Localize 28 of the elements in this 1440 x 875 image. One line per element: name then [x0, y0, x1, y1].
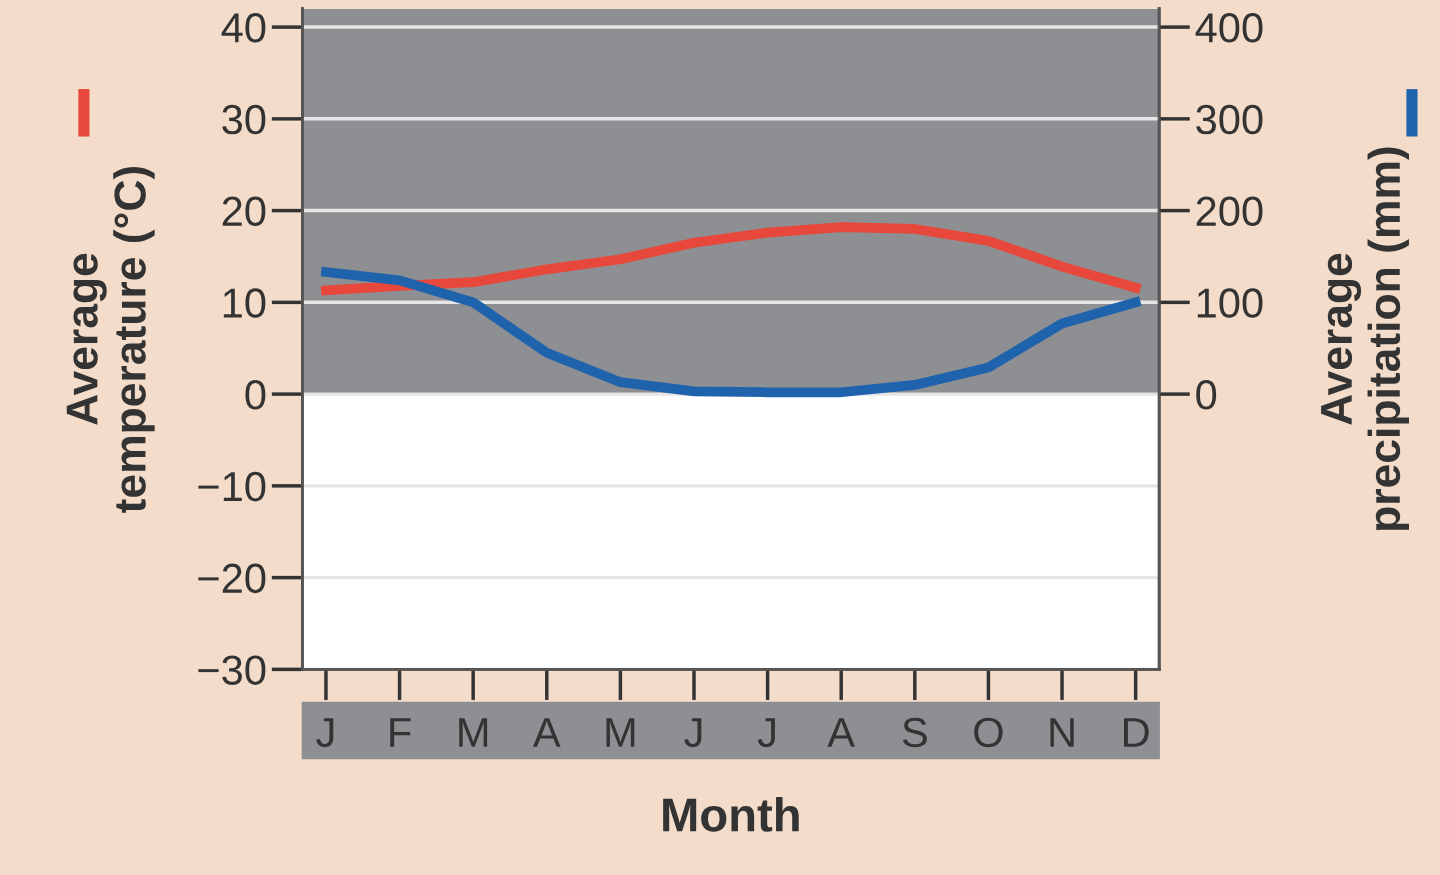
x-tick-label: F — [390, 718, 411, 747]
x-tick-label: J — [684, 718, 702, 748]
x-tick-label: M — [459, 718, 488, 747]
x-tick-label: A — [532, 718, 561, 747]
y2-tick-label: 300 — [1196, 104, 1263, 135]
x-tick-label: M — [606, 718, 635, 747]
y-tick-label: 30 — [222, 104, 266, 135]
y2-tick-label: 0 — [1196, 380, 1217, 410]
x-tick-label: A — [827, 718, 856, 747]
y2-axis-title: Average precipitation (mm) — [1321, 147, 1409, 530]
y-tick-label: 0 — [245, 380, 266, 410]
x-axis-title: Month — [663, 797, 799, 832]
y-tick-label: 10 — [223, 288, 266, 318]
x-tick-label: N — [1050, 718, 1074, 747]
y-tick-label: −10 — [198, 471, 266, 502]
y-tick-label: 40 — [221, 13, 266, 43]
x-tick-label: J — [757, 718, 775, 748]
y2-tick-label: 400 — [1195, 13, 1263, 43]
y-tick-label: −20 — [198, 563, 266, 594]
y-tick-label: −30 — [198, 655, 266, 685]
y2-tick-label: 200 — [1196, 196, 1263, 227]
y-tick-label: 20 — [222, 196, 266, 227]
x-tick-label: S — [902, 717, 927, 748]
x-tick-label: O — [974, 717, 1003, 748]
y2-tick-label: 100 — [1197, 288, 1263, 318]
x-tick-label: J — [316, 718, 334, 748]
x-tick-label: D — [1124, 718, 1149, 747]
y-axis-title: Average temperature (°C) — [66, 166, 155, 513]
